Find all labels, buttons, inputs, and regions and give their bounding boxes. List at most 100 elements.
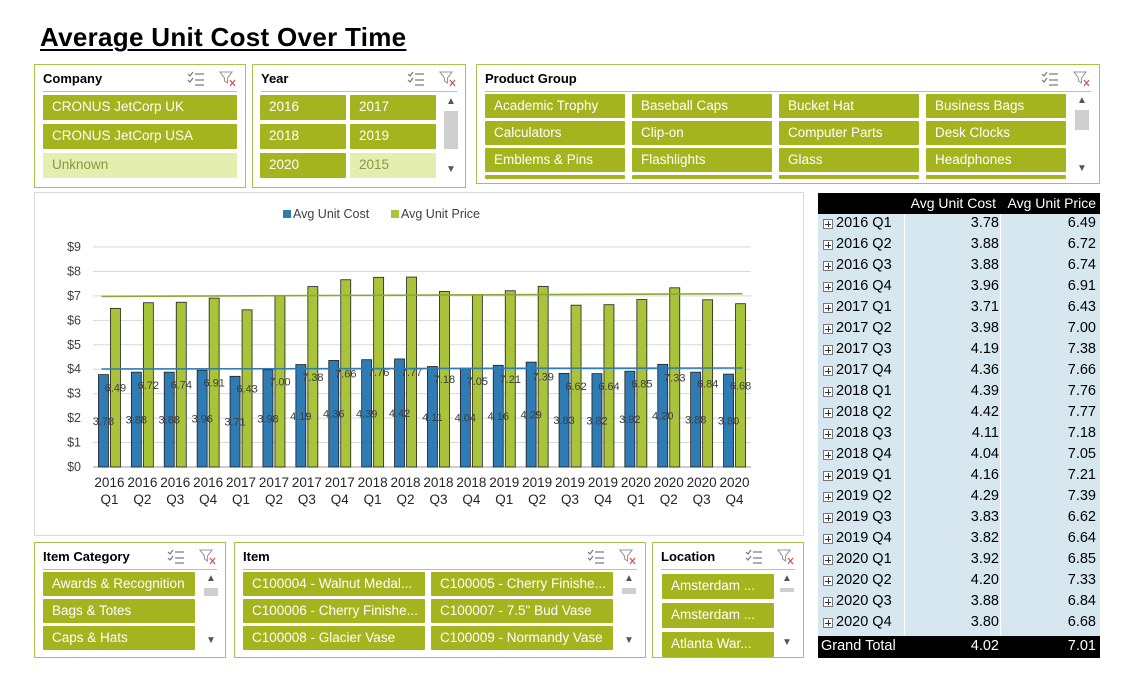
expand-plus-icon[interactable]	[823, 471, 833, 481]
expand-plus-icon[interactable]	[823, 366, 833, 376]
scroll-down-icon[interactable]: ▼	[206, 635, 216, 646]
slicer-item[interactable]: Bucket Hat	[779, 94, 919, 118]
slicer-item-partial[interactable]	[779, 175, 919, 179]
expand-plus-icon[interactable]	[823, 303, 833, 313]
slicer-item[interactable]: CRONUS JetCorp USA	[43, 124, 237, 149]
slicer-item-partial[interactable]	[485, 175, 625, 179]
clear-filter-icon[interactable]	[439, 71, 457, 87]
price-data-label: 7.05	[467, 376, 488, 388]
slicer-item[interactable]: C100005 - Cherry Finishe...	[431, 572, 613, 596]
pivot-cost-cell: 3.88	[970, 593, 999, 609]
multi-select-icon[interactable]	[187, 71, 205, 87]
multi-select-icon[interactable]	[167, 549, 185, 565]
multi-select-icon[interactable]	[745, 549, 763, 565]
slicer-item[interactable]: Flashlights	[632, 148, 772, 172]
multi-select-icon[interactable]	[587, 549, 605, 565]
multi-select-icon[interactable]	[1041, 71, 1059, 87]
scroll-up-icon[interactable]: ▲	[1077, 95, 1087, 106]
expand-plus-icon[interactable]	[823, 450, 833, 460]
scroll-down-icon[interactable]: ▼	[446, 164, 456, 175]
slicer-item[interactable]: Clip-on	[632, 121, 772, 145]
x-tick-label: Q3	[298, 492, 316, 507]
scroll-up-icon[interactable]: ▲	[624, 573, 634, 584]
x-tick-label: Q3	[166, 492, 184, 507]
scroll-thumb[interactable]	[780, 588, 794, 592]
slicer-item[interactable]: Computer Parts	[779, 121, 919, 145]
expand-plus-icon[interactable]	[823, 240, 833, 250]
slicer-item-partial[interactable]	[632, 175, 772, 179]
scroll-thumb[interactable]	[444, 111, 458, 149]
expand-plus-icon[interactable]	[823, 408, 833, 418]
slicer-item[interactable]: Baseball Caps	[632, 94, 772, 118]
scrollbar[interactable]: ▲ ▼	[1074, 94, 1090, 178]
expand-plus-icon[interactable]	[823, 597, 833, 607]
expand-plus-icon[interactable]	[823, 324, 833, 334]
y-tick-label: $3	[67, 387, 81, 401]
slicer-item[interactable]: Caps & Hats	[43, 626, 195, 650]
multi-select-icon[interactable]	[407, 71, 425, 87]
slicer-item[interactable]: Academic Trophy	[485, 94, 625, 118]
slicer-item[interactable]: C100004 - Walnut Medal...	[243, 572, 425, 596]
clear-filter-icon[interactable]	[1073, 71, 1091, 87]
slicer-item[interactable]: Calculators	[485, 121, 625, 145]
pivot-row-label: 2017 Q3	[836, 341, 892, 357]
expand-plus-icon[interactable]	[823, 513, 833, 523]
scrollbar[interactable]: ▲ ▼	[203, 572, 219, 650]
clear-filter-icon[interactable]	[199, 549, 217, 565]
scrollbar[interactable]: ▲ ▼	[443, 95, 459, 179]
expand-plus-icon[interactable]	[823, 534, 833, 544]
slicer-item[interactable]: Bags & Totes	[43, 599, 195, 623]
slicer-item[interactable]: Desk Clocks	[926, 121, 1066, 145]
scrollbar[interactable]: ▲ ▼	[779, 572, 795, 654]
expand-plus-icon[interactable]	[823, 261, 833, 271]
slicer-item[interactable]: CRONUS JetCorp UK	[43, 95, 237, 120]
clear-filter-icon[interactable]	[219, 71, 237, 87]
slicer-item[interactable]: Glass	[779, 148, 919, 172]
expand-plus-icon[interactable]	[823, 618, 833, 628]
scroll-down-icon[interactable]: ▼	[782, 637, 792, 648]
clear-filter-icon[interactable]	[619, 549, 637, 565]
clear-filter-icon[interactable]	[777, 549, 795, 565]
expand-plus-icon[interactable]	[823, 429, 833, 439]
scroll-thumb[interactable]	[204, 588, 218, 596]
pivot-cost-cell: 3.71	[970, 299, 999, 315]
price-bar	[241, 309, 253, 468]
slicer-item[interactable]: 2019	[350, 124, 436, 149]
slicer-item[interactable]: Amsterdam ...	[662, 603, 774, 628]
expand-plus-icon[interactable]	[823, 345, 833, 355]
slicer-item[interactable]: C100006 - Cherry Finishe...	[243, 599, 425, 623]
scroll-down-icon[interactable]: ▼	[1077, 163, 1087, 174]
slicer-item[interactable]: Headphones	[926, 148, 1066, 172]
slicer-item[interactable]: C100007 - 7.5" Bud Vase	[431, 599, 613, 623]
slicer-item[interactable]: Awards & Recognition	[43, 572, 195, 596]
slicer-item[interactable]: Business Bags	[926, 94, 1066, 118]
scroll-thumb[interactable]	[622, 588, 636, 594]
scroll-up-icon[interactable]: ▲	[446, 96, 456, 107]
pivot-header: Avg Unit Cost Avg Unit Price	[818, 193, 1100, 214]
slicer-item[interactable]: Atlanta War...	[662, 632, 774, 657]
expand-plus-icon[interactable]	[823, 492, 833, 502]
expand-plus-icon[interactable]	[823, 282, 833, 292]
slicer-item[interactable]: 2015	[350, 153, 436, 178]
slicer-item[interactable]: 2018	[260, 124, 346, 149]
scrollbar[interactable]: ▲ ▼	[621, 572, 637, 650]
scroll-thumb[interactable]	[1075, 110, 1089, 130]
expand-plus-icon[interactable]	[823, 555, 833, 565]
slicer-item[interactable]: C100008 - Glacier Vase	[243, 626, 425, 650]
expand-plus-icon[interactable]	[823, 219, 833, 229]
expand-plus-icon[interactable]	[823, 576, 833, 586]
slicer-item[interactable]: Amsterdam ...	[662, 574, 774, 599]
slicer-item[interactable]: 2020	[260, 153, 346, 178]
expand-plus-icon[interactable]	[823, 387, 833, 397]
pivot-cost-cell: 4.36	[970, 362, 999, 378]
slicer-item[interactable]: 2017	[350, 95, 436, 120]
slicer-item[interactable]: 2016	[260, 95, 346, 120]
scroll-down-icon[interactable]: ▼	[624, 635, 634, 646]
slicer-item[interactable]: Unknown	[43, 153, 237, 178]
scroll-up-icon[interactable]: ▲	[782, 573, 792, 584]
pivot-price-cell: 7.38	[1067, 341, 1096, 357]
slicer-item[interactable]: C100009 - Normandy Vase	[431, 626, 613, 650]
slicer-item[interactable]: Emblems & Pins	[485, 148, 625, 172]
slicer-item-partial[interactable]	[926, 175, 1066, 179]
scroll-up-icon[interactable]: ▲	[206, 573, 216, 584]
